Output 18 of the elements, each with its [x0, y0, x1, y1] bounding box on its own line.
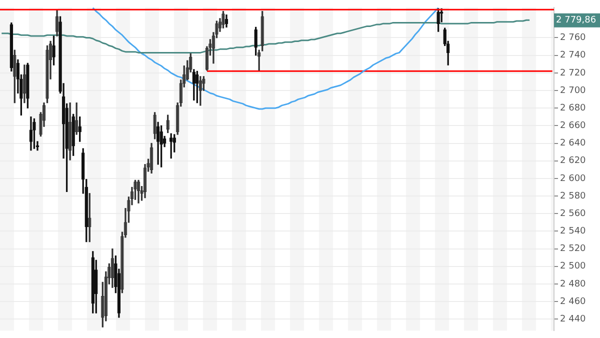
y-tick-label: 2 580 [560, 191, 586, 202]
y-tick-label: 2 680 [560, 103, 586, 114]
text: 2 779,86 [556, 16, 596, 26]
y-tick-label: 2 620 [560, 156, 586, 166]
y-tick-label: 2 600 [560, 174, 586, 184]
y-tick-label: 2 660 [560, 121, 586, 132]
y-tick-label: 2 560 [560, 208, 586, 219]
y-tick-label: 2 440 [560, 314, 586, 325]
y-tick-label: 2 480 [560, 279, 586, 290]
y-tick-label: 2 460 [560, 296, 586, 307]
y-tick-label: 2 740 [560, 50, 586, 61]
y-tick-label: 2 520 [560, 244, 586, 254]
y-tick-label: 2 500 [560, 262, 586, 272]
y-tick-label: 2 760 [560, 33, 586, 44]
y-tick-label: 2 700 [560, 86, 586, 96]
y-tick-label: 2 720 [560, 68, 586, 78]
y-tick-label: 2 540 [560, 226, 586, 237]
y-tick-label: 2 640 [560, 138, 586, 149]
